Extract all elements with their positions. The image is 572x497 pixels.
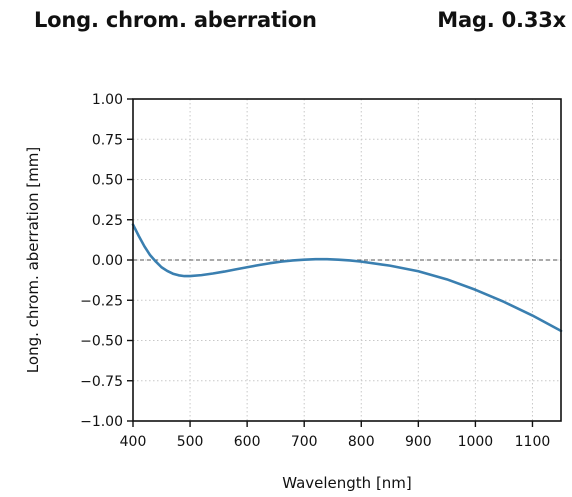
y-axis-label: Long. chrom. aberration [mm] <box>24 147 42 373</box>
x-tick-labels: 400 500 600 700 800 900 1000 1100 <box>120 434 551 450</box>
y-tick-labels: 1.00 0.75 0.50 0.25 0.00 −0.25 −0.50 −0.75 −1.00 <box>80 92 123 430</box>
y-tick-label: −0.75 <box>80 374 123 390</box>
y-tick-label: 0.50 <box>92 173 123 189</box>
y-tick-label: −0.25 <box>80 293 123 309</box>
x-tick-label: 900 <box>405 434 432 450</box>
x-axis-label: Wavelength [nm] <box>282 474 412 492</box>
y-tick-label: 0.25 <box>92 213 123 229</box>
ticks <box>127 98 534 427</box>
magnification-label: Mag. 0.33x <box>437 8 566 32</box>
x-tick-label: 1100 <box>515 434 551 450</box>
aberration-curve <box>131 223 563 333</box>
x-tick-label: 500 <box>177 434 204 450</box>
x-tick-label: 600 <box>234 434 261 450</box>
grid <box>132 98 561 422</box>
x-tick-label: 700 <box>291 434 318 450</box>
x-tick-label: 400 <box>120 434 147 450</box>
y-tick-label: 0.00 <box>92 253 123 269</box>
y-tick-label: 0.75 <box>92 132 123 148</box>
y-tick-label: −0.50 <box>80 334 123 350</box>
chart-title: Long. chrom. aberration <box>34 8 317 32</box>
x-tick-label: 1000 <box>458 434 494 450</box>
x-tick-label: 800 <box>348 434 375 450</box>
y-tick-label: 1.00 <box>92 92 123 108</box>
y-tick-label: −1.00 <box>80 414 123 430</box>
